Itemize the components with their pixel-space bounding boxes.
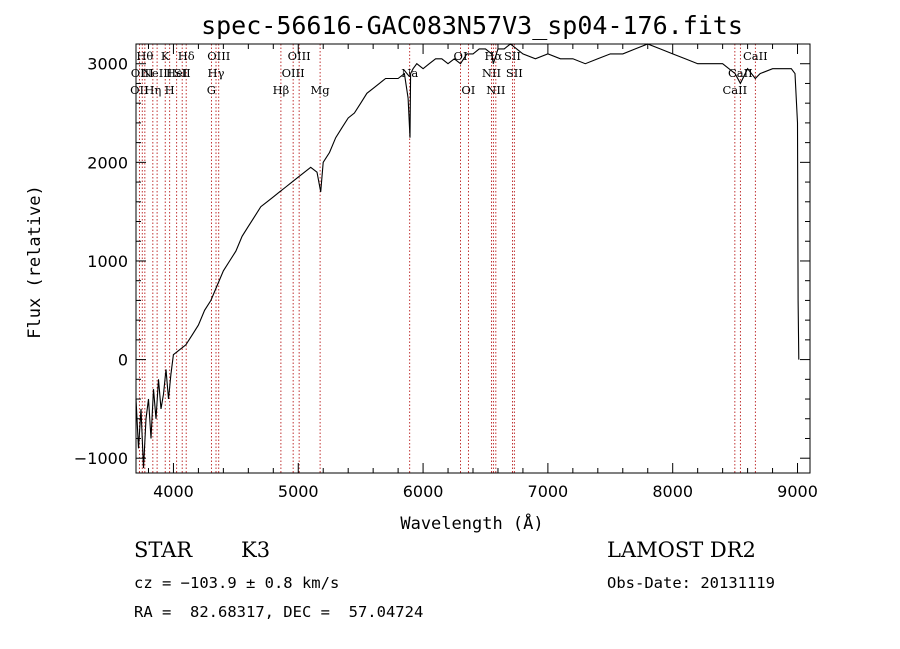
line-label: NII — [482, 66, 501, 80]
y-tick-label: −1000 — [74, 449, 128, 468]
x-tick-label: 6000 — [403, 482, 444, 501]
line-label: Hα — [484, 49, 502, 63]
y-axis: −1000 0 1000 2000 3000 — [74, 55, 810, 468]
observation-date: Obs-Date: 20131119 — [607, 574, 775, 592]
line-markers — [138, 44, 756, 473]
spectrum-series — [135, 43, 800, 469]
line-label: HeI — [166, 66, 187, 80]
x-tick-label: 9000 — [777, 482, 818, 501]
chart-title: spec-56616-GAC083N57V3_sp04-176.fits — [201, 11, 743, 40]
line-label: Na — [401, 66, 418, 80]
line-label: NII — [486, 83, 505, 97]
sky-coordinates: RA = 82.68317, DEC = 57.04724 — [134, 603, 424, 621]
x-tick-label: 4000 — [153, 482, 194, 501]
survey-name: LAMOST DR2 — [607, 538, 756, 562]
line-label: Hδ — [178, 49, 195, 63]
line-label: OII — [130, 83, 149, 97]
line-label: SII — [174, 66, 191, 80]
line-label: K — [161, 49, 170, 63]
line-label: CaII — [743, 49, 768, 63]
y-axis-label: Flux (relative) — [25, 185, 45, 339]
line-label: Hγ — [208, 66, 225, 80]
line-label: OIII — [282, 66, 305, 80]
y-tick-label: 1000 — [87, 252, 128, 271]
line-label: H — [165, 83, 175, 97]
line-label: SII — [504, 49, 521, 63]
x-axis-label: Wavelength (Å) — [400, 512, 543, 534]
line-label: Mg — [311, 83, 331, 97]
y-tick-label: 2000 — [87, 153, 128, 172]
y-tick-label: 0 — [118, 351, 128, 370]
line-labels: OIIOIIIHθHηNeIIIKHHeISIIHδGHγOIIIHβOIIIO… — [130, 49, 768, 97]
object-subclass: K3 — [241, 538, 271, 562]
x-tick-label: 7000 — [528, 482, 569, 501]
line-label: Hη — [144, 83, 161, 97]
spectrum-line — [135, 43, 800, 469]
x-tick-label: 8000 — [652, 482, 693, 501]
line-label: Hβ — [273, 83, 290, 97]
redshift-velocity: cz = −103.9 ± 0.8 km/s — [134, 574, 340, 592]
line-label: OIII — [207, 49, 230, 63]
line-label: Hθ — [136, 49, 153, 63]
x-axis: 4000 5000 6000 7000 8000 9000 — [147, 44, 818, 501]
line-label: NeIII — [142, 66, 173, 80]
line-label: OIII — [288, 49, 311, 63]
line-label: SII — [506, 66, 523, 80]
object-class: STAR — [134, 538, 193, 562]
line-label: OI — [461, 83, 475, 97]
x-tick-label: 5000 — [278, 482, 319, 501]
line-label: G — [207, 83, 216, 97]
line-label: CaII — [722, 83, 747, 97]
y-tick-label: 3000 — [87, 55, 128, 74]
line-label: OI — [454, 49, 468, 63]
plot-frame — [135, 43, 811, 474]
line-label: CaII — [728, 66, 753, 80]
